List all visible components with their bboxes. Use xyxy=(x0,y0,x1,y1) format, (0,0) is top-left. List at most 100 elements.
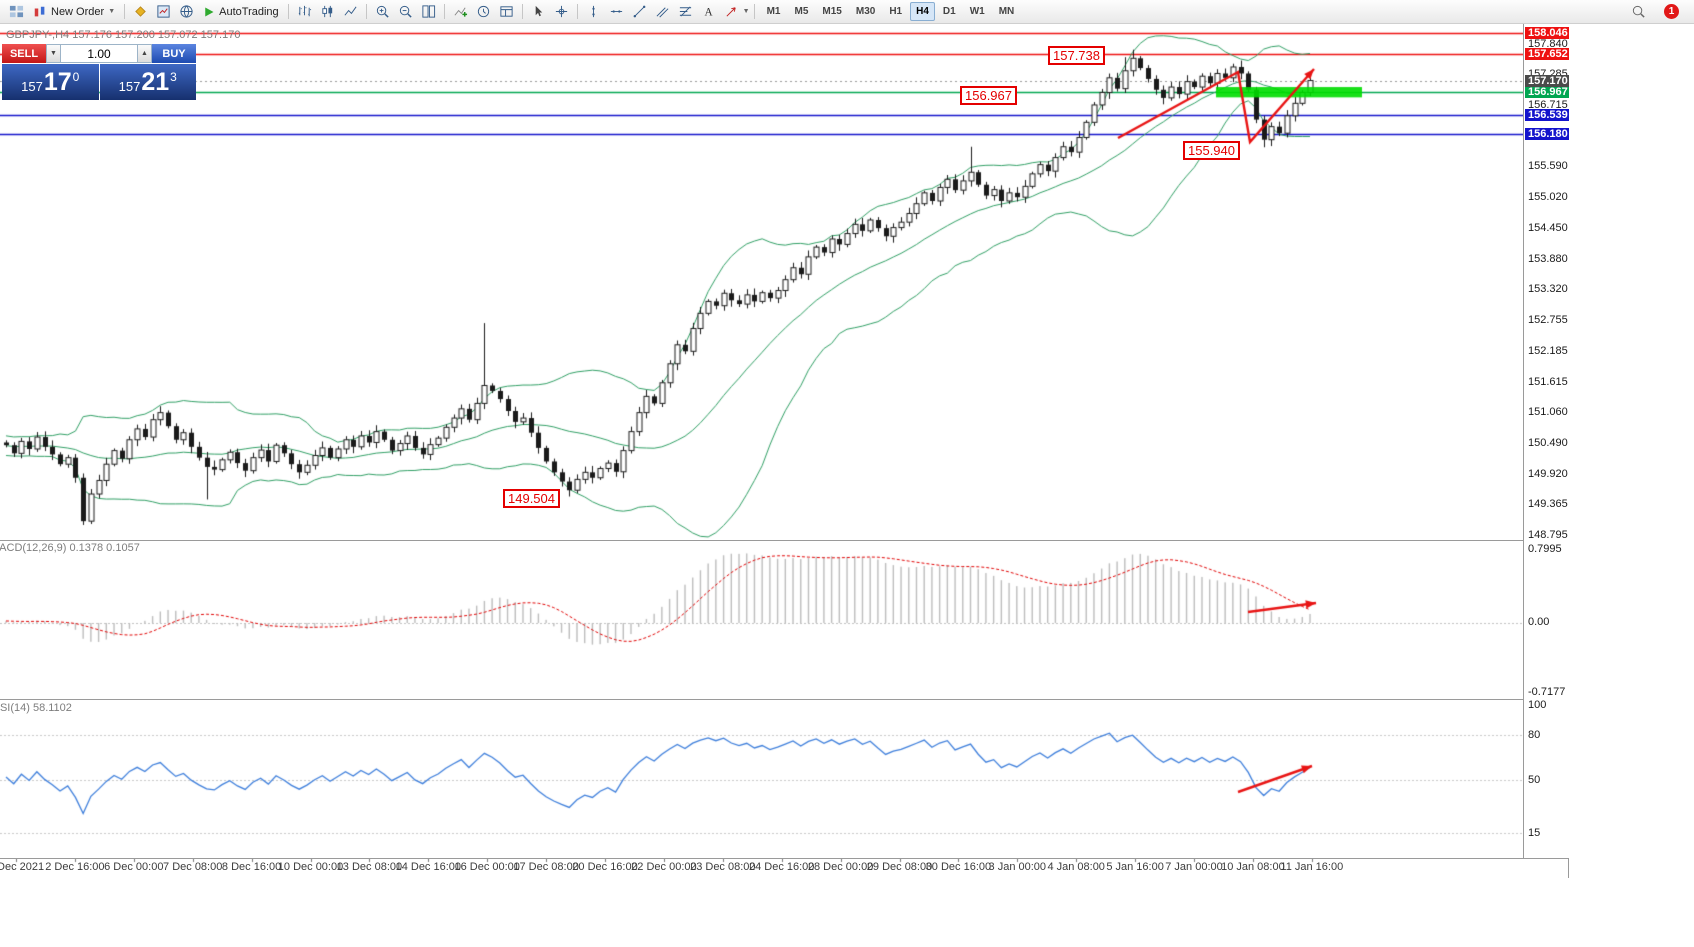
sell-price-pips: 17 xyxy=(43,67,72,96)
timeframe-h4[interactable]: H4 xyxy=(910,2,935,21)
autotrading-label: AutoTrading xyxy=(219,5,279,18)
price-axis-label: 154.450 xyxy=(1528,222,1568,234)
horizontal-line-icon[interactable] xyxy=(605,2,628,22)
toolbar-separator xyxy=(576,4,578,19)
price-axis-label: 155.590 xyxy=(1528,160,1568,172)
hline-price-label: 158.046 xyxy=(1525,27,1569,39)
price-axis-label: 157.840 xyxy=(1528,38,1568,50)
toolbar-separator xyxy=(753,4,755,19)
time-axis-label: 10 Dec 00:00 xyxy=(277,861,344,873)
periods-icon[interactable] xyxy=(472,2,495,22)
rsi-timeaxis-separator[interactable] xyxy=(0,858,1568,859)
hline-price-label: 156.180 xyxy=(1525,128,1569,140)
lot-size-input[interactable] xyxy=(61,44,137,63)
new-order-label: New Order xyxy=(51,5,105,18)
market-watch-icon[interactable] xyxy=(152,2,175,22)
app-grid-icon[interactable] xyxy=(5,2,28,22)
price-axis-label: 152.185 xyxy=(1528,345,1568,357)
timeframe-m1[interactable]: M1 xyxy=(766,6,781,17)
time-axis-label: 22 Dec 00:00 xyxy=(631,861,697,873)
lot-increase-button[interactable]: ▲ xyxy=(137,44,152,63)
bar-chart-icon[interactable] xyxy=(293,2,316,22)
caret-down-icon: ▼ xyxy=(108,8,116,15)
macd-scale-label: 0.00 xyxy=(1528,616,1550,628)
toolbar-separator xyxy=(521,4,523,19)
buy-price-display[interactable]: 157 21 3 xyxy=(99,64,196,100)
buy-button[interactable]: BUY xyxy=(152,44,196,63)
symbol-ohlc-info: GBPJPY-,H4 157.176 157.200 157.072 157.1… xyxy=(6,29,241,41)
rsi-label: RSI(14) 58.1102 xyxy=(0,702,72,714)
vertical-line-icon[interactable] xyxy=(582,2,605,22)
price-label-annotation-support[interactable]: 156.967 xyxy=(960,86,1017,105)
main-toolbar: New Order ▼ AutoTrading A ▼ M1 M5 M15 M30 H1… xyxy=(0,0,1694,24)
macd-rsi-separator[interactable] xyxy=(0,699,1568,700)
timeframe-w1[interactable]: W1 xyxy=(969,6,985,17)
price-axis-label: 149.365 xyxy=(1528,498,1568,510)
new-order-button[interactable]: New Order ▼ xyxy=(28,2,120,22)
price-label-annotation-low[interactable]: 155.940 xyxy=(1183,141,1240,160)
time-axis-label: 7 Dec 08:00 xyxy=(163,861,223,873)
timeframe-h1[interactable]: H1 xyxy=(889,6,903,17)
equidistant-channel-icon[interactable] xyxy=(651,2,674,22)
zoom-in-icon[interactable] xyxy=(371,2,394,22)
text-tool-icon[interactable]: A xyxy=(697,2,720,22)
timeframe-mn[interactable]: MN xyxy=(998,6,1015,17)
time-axis-label: 16 Dec 00:00 xyxy=(454,861,520,873)
trendline-icon[interactable] xyxy=(628,2,651,22)
time-axis-label: 23 Dec 08:00 xyxy=(690,861,756,873)
price-axis-label: 150.490 xyxy=(1528,437,1568,449)
price-axis-label: 149.920 xyxy=(1528,468,1568,480)
lot-decrease-button[interactable]: ▼ xyxy=(46,44,61,63)
buy-price-pips: 21 xyxy=(141,67,170,96)
hline-price-label: 156.967 xyxy=(1525,86,1569,98)
templates-icon[interactable] xyxy=(495,2,518,22)
time-axis-label: 17 Dec 08:00 xyxy=(513,861,579,873)
toolbar-separator xyxy=(443,4,445,19)
price-axis-label: 155.020 xyxy=(1528,191,1568,203)
arrows-tool-icon[interactable] xyxy=(720,2,743,22)
chart-plot-area[interactable] xyxy=(0,24,1568,878)
sell-button[interactable]: SELL xyxy=(2,44,46,63)
time-axis-label: 7 Jan 00:00 xyxy=(1165,861,1223,873)
metaeditor-icon[interactable] xyxy=(129,2,152,22)
sell-price-display[interactable]: 157 17 0 xyxy=(2,64,99,100)
buy-price-point: 3 xyxy=(170,70,177,84)
price-axis-label: 156.715 xyxy=(1528,99,1568,111)
timeframe-m15[interactable]: M15 xyxy=(822,6,842,17)
time-axis-label: 8 Dec 16:00 xyxy=(221,861,282,873)
macd-scale-label: 0.7995 xyxy=(1528,543,1562,555)
timeframe-d1[interactable]: D1 xyxy=(942,6,956,17)
rsi-scale-label: 80 xyxy=(1528,729,1541,741)
price-label-annotation-declow[interactable]: 149.504 xyxy=(503,489,560,508)
price-label-annotation-high[interactable]: 157.738 xyxy=(1048,46,1105,65)
hline-price-label: 156.539 xyxy=(1525,109,1569,121)
timeframe-m5[interactable]: M5 xyxy=(794,6,809,17)
price-axis-label: 153.320 xyxy=(1528,283,1568,295)
fibonacci-icon[interactable] xyxy=(674,2,697,22)
line-chart-icon[interactable] xyxy=(339,2,362,22)
autotrading-button[interactable]: AutoTrading xyxy=(198,2,284,22)
search-icon[interactable] xyxy=(1627,2,1650,22)
crosshair-icon[interactable] xyxy=(550,2,573,22)
indicators-icon[interactable] xyxy=(449,2,472,22)
tile-windows-icon[interactable] xyxy=(417,2,440,22)
price-axis-label: 153.880 xyxy=(1528,253,1568,265)
zoom-out-icon[interactable] xyxy=(394,2,417,22)
svg-text:A: A xyxy=(704,6,713,18)
cursor-icon[interactable] xyxy=(527,2,550,22)
one-click-trading-panel: SELL ▼ ▲ BUY 157 17 0 157 21 3 xyxy=(2,44,196,100)
notification-badge[interactable]: 1 xyxy=(1664,4,1679,19)
candlestick-chart-icon[interactable] xyxy=(316,2,339,22)
caret-down-icon[interactable]: ▼ xyxy=(742,8,750,15)
price-axis[interactable]: 157.840 157.285 156.715 155.590 155.020 154.4… xyxy=(1523,24,1569,858)
rsi-scale-label: 15 xyxy=(1528,827,1541,839)
community-icon[interactable] xyxy=(175,2,198,22)
hline-price-label: 157.652 xyxy=(1525,48,1569,60)
time-axis-label: 28 Dec 00:00 xyxy=(807,861,874,873)
time-axis-label: 29 Dec 08:00 xyxy=(866,861,933,873)
chart-macd-separator[interactable] xyxy=(0,540,1568,541)
timeframe-m30[interactable]: M30 xyxy=(855,6,876,17)
timeframe-toolbar: M1 M5 M15 M30 H1 H4 D1 W1 MN xyxy=(761,2,1021,21)
